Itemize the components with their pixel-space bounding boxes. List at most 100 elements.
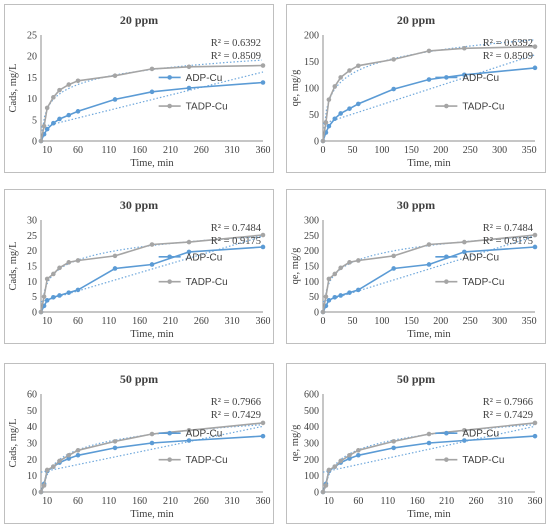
- y-tick-label: 400: [304, 422, 319, 433]
- trendline-tadp: [41, 59, 262, 131]
- data-point-tadp: [57, 458, 62, 464]
- x-tick-label: 110: [102, 496, 117, 507]
- data-point-tadp: [338, 265, 343, 271]
- y-tick-label: 0: [314, 137, 319, 148]
- x-tick-label: 260: [194, 316, 209, 327]
- data-point-tadp: [332, 84, 338, 89]
- x-tick-label: 310: [225, 496, 240, 507]
- y-tick-label: 200: [304, 246, 319, 257]
- legend-label: ADP-Cu: [462, 429, 499, 440]
- x-axis-title: Time, min: [130, 329, 174, 340]
- data-point-tadp: [326, 467, 332, 473]
- chart-svg: 50 ppm 0 10 20 30 40 50 60 10 60 110 160 210 260 310 36…: [8, 372, 271, 520]
- y-tick-label: 5: [32, 115, 37, 126]
- x-tick-label: 350: [522, 316, 537, 327]
- data-point-tadp: [44, 276, 50, 282]
- data-point-tadp: [391, 439, 396, 444]
- legend-marker: [167, 430, 172, 436]
- x-tick-label: 150: [404, 145, 419, 156]
- data-point-tadp: [149, 242, 155, 247]
- legend-label: TADP-Cu: [186, 455, 228, 466]
- data-point-tadp: [186, 427, 192, 433]
- data-point-tadp: [347, 260, 352, 265]
- chart-panel-20ppm-qe: 20 ppm 0 50 100 150 200 0 50 100 150 200 250 300 350 T…: [286, 4, 546, 173]
- y-tick-label: 200: [304, 455, 319, 466]
- y-tick-label: 50: [309, 110, 319, 121]
- x-tick-label: 10: [42, 496, 52, 507]
- data-point-tadp: [44, 467, 50, 473]
- x-axis-title: Time, min: [407, 509, 451, 520]
- x-tick-label: 110: [380, 496, 395, 507]
- data-point-tadp: [462, 45, 467, 51]
- y-tick-label: 20: [27, 246, 37, 257]
- y-tick-label: 100: [304, 84, 319, 95]
- y-axis-title: Cads, mg/L: [8, 242, 19, 291]
- chart-panel-50ppm-cads: 50 ppm 0 10 20 30 40 50 60 10 60 110 160 210 260 310 36…: [4, 363, 274, 524]
- data-point-adp: [51, 294, 56, 300]
- chart-svg: 50 ppm 0 100 200 300 400 500 600 10 60 110 160 210 26…: [290, 372, 543, 520]
- data-point-adp: [186, 438, 192, 443]
- x-tick-label: 160: [132, 145, 147, 156]
- data-point-tadp: [75, 258, 81, 263]
- data-point-tadp: [112, 439, 118, 444]
- data-point-tadp: [260, 420, 266, 426]
- y-tick-label: 10: [27, 277, 37, 288]
- x-tick-label: 160: [410, 496, 425, 507]
- legend-marker: [167, 103, 172, 109]
- legend-label: TADP-Cu: [462, 277, 504, 288]
- y-tick-label: 500: [304, 406, 319, 417]
- trendline-adp: [40, 71, 264, 128]
- data-point-adp: [186, 249, 192, 255]
- data-point-tadp: [391, 57, 396, 62]
- data-point-tadp: [426, 431, 432, 437]
- y-tick-label: 0: [32, 137, 37, 148]
- y-tick-label: 15: [27, 73, 37, 84]
- data-point-tadp: [320, 489, 326, 495]
- chart-title: 50 ppm: [120, 372, 158, 386]
- trendline-adp: [322, 425, 536, 473]
- data-point-adp: [57, 116, 62, 122]
- legend-marker: [167, 254, 172, 260]
- x-tick-label: 250: [463, 316, 478, 327]
- y-tick-label: 200: [304, 31, 319, 42]
- data-point-adp: [44, 298, 50, 303]
- chart-title: 20 ppm: [397, 13, 435, 27]
- legend-marker: [444, 75, 449, 80]
- x-tick-label: 360: [256, 316, 271, 327]
- legend-label: ADP-Cu: [462, 73, 499, 84]
- data-point-tadp: [326, 97, 332, 102]
- data-point-tadp: [532, 44, 538, 49]
- x-tick-label: 360: [528, 496, 543, 507]
- data-point-tadp: [462, 427, 467, 433]
- x-tick-label: 360: [256, 145, 271, 156]
- x-tick-label: 210: [439, 496, 454, 507]
- data-point-tadp: [38, 138, 44, 144]
- data-point-adp: [326, 298, 332, 303]
- legend-label: ADP-Cu: [462, 252, 499, 263]
- data-point-adp: [356, 101, 361, 107]
- data-point-adp: [391, 86, 396, 92]
- data-point-tadp: [532, 420, 538, 426]
- data-point-adp: [426, 440, 432, 446]
- data-point-tadp: [320, 138, 326, 144]
- y-tick-label: 60: [27, 390, 37, 401]
- x-tick-label: 300: [492, 316, 507, 327]
- y-tick-label: 0: [32, 308, 37, 319]
- chart-title: 50 ppm: [397, 372, 435, 386]
- data-point-adp: [532, 244, 538, 250]
- x-tick-label: 60: [73, 145, 83, 156]
- x-tick-label: 300: [492, 145, 507, 156]
- data-point-adp: [66, 290, 72, 295]
- x-tick-label: 260: [469, 496, 484, 507]
- x-tick-label: 100: [374, 145, 389, 156]
- r2-annotation: R² = 0.9175: [211, 236, 261, 247]
- y-tick-label: 25: [27, 31, 37, 42]
- chart-title: 30 ppm: [120, 198, 158, 212]
- legend-label: ADP-Cu: [186, 252, 223, 263]
- r2-annotation: R² = 0.9175: [483, 236, 533, 247]
- data-point-tadp: [186, 64, 192, 70]
- chart-title: 30 ppm: [397, 198, 435, 212]
- y-tick-label: 25: [27, 231, 37, 242]
- data-point-adp: [66, 456, 72, 461]
- data-point-tadp: [462, 239, 467, 245]
